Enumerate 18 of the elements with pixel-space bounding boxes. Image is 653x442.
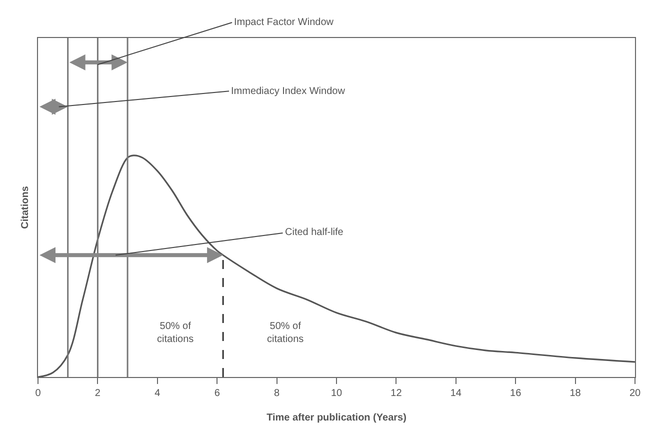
text: Immediacy Index Window xyxy=(231,86,346,97)
x-tick-label: 14 xyxy=(450,388,462,399)
annotation: 50% of citations xyxy=(157,321,194,345)
x-tick-label: 12 xyxy=(390,388,402,399)
x-tick-label: 10 xyxy=(330,388,342,399)
y-axis-title: Citations xyxy=(20,186,31,229)
x-tick-label: 4 xyxy=(154,388,161,399)
annotation: Cited half-life xyxy=(285,227,344,238)
annotation: 50% of citations xyxy=(267,321,304,345)
x-tick-label: 18 xyxy=(570,388,582,399)
x-tick-label: 16 xyxy=(510,388,522,399)
x-tick-label: 8 xyxy=(274,388,280,399)
x-tick-label: 0 xyxy=(35,388,42,399)
x-tick-label: 20 xyxy=(629,388,641,399)
x-tick-label: 6 xyxy=(214,388,220,399)
text: Impact Factor Window xyxy=(234,17,334,28)
x-axis-title: Time after publication (Years) xyxy=(266,412,406,424)
x-tick-label: 2 xyxy=(94,388,101,399)
